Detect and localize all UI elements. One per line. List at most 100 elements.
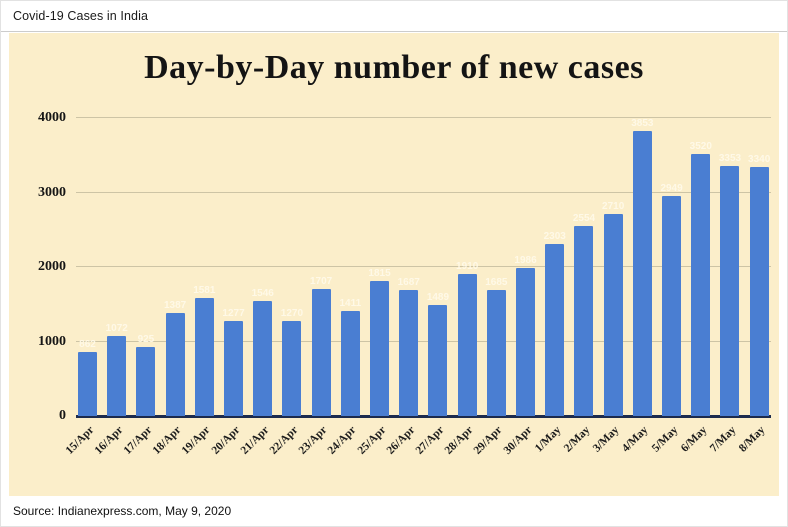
bar-value-label: 1687 — [397, 277, 420, 289]
plot-area: 0 1000 2000 3000 4000 862 15/Apr 1072 16/Apr 925 1… — [38, 110, 771, 457]
bar-cell: 1277 20/Apr — [209, 118, 245, 457]
bar — [720, 166, 740, 416]
chart-title: Day-by-Day number of new cases — [144, 49, 644, 86]
y-tick-label: 3000 — [38, 184, 66, 200]
x-tick-label: 1/May — [532, 424, 564, 455]
x-tick-label: 25/Apr — [355, 424, 389, 457]
bar-value-label: 1986 — [514, 255, 537, 267]
bar-value-label: 1270 — [280, 308, 304, 320]
x-tick-label: 18/Apr — [150, 424, 184, 457]
bar — [136, 347, 156, 416]
y-tick-label: 1000 — [38, 333, 66, 349]
x-tick-label: 17/Apr — [121, 424, 155, 457]
x-axis-baseline — [76, 415, 771, 418]
bar-cell: 3340 8/May — [737, 118, 771, 454]
bar-cell: 1387 18/Apr — [151, 118, 187, 457]
bar-value-label: 1910 — [456, 260, 479, 272]
bar-value-label: 2710 — [602, 201, 625, 213]
bar-cell: 2554 2/May — [562, 118, 596, 455]
bar — [107, 336, 127, 416]
x-tick-label: 21/Apr — [238, 424, 272, 457]
bar-value-label: 1546 — [251, 287, 274, 299]
bar-cell: 1986 30/Apr — [501, 118, 537, 457]
x-tick-label: 27/Apr — [413, 424, 447, 457]
x-tick-label: 28/Apr — [442, 424, 476, 457]
bar-cell: 2303 1/May — [533, 118, 566, 454]
page-footer: Source: Indianexpress.com, May 9, 2020 — [1, 496, 787, 526]
bar — [340, 310, 360, 416]
bar-cell: 3520 6/May — [679, 118, 712, 455]
bar-cell: 1072 16/Apr — [92, 118, 128, 457]
bar — [691, 153, 711, 416]
bar — [632, 131, 652, 416]
x-tick-label: 20/Apr — [209, 424, 243, 457]
bar-value-label: 925 — [137, 334, 155, 346]
y-tick-label: 4000 — [38, 110, 66, 125]
bar-value-label: 1581 — [193, 285, 216, 297]
chart-panel: Day-by-Day number of new cases 0 1000 2000… — [9, 33, 779, 497]
x-tick-label: 19/Apr — [179, 424, 213, 457]
bar — [457, 273, 477, 416]
bar-cell: 1546 21/Apr — [238, 118, 274, 457]
bar-value-label: 3853 — [631, 118, 654, 129]
bar-value-label: 3340 — [748, 154, 771, 166]
x-tick-label: 8/May — [737, 424, 768, 455]
bar-cell: 862 15/Apr — [63, 118, 99, 457]
bar-cell: 1411 24/Apr — [326, 118, 362, 457]
bar-value-label: 3353 — [718, 153, 742, 165]
bar-cell: 1687 26/Apr — [384, 118, 420, 457]
bar-cell: 2949 5/May — [649, 118, 683, 454]
x-tick-label: 4/May — [620, 424, 651, 455]
bar — [78, 351, 97, 416]
bar — [194, 298, 214, 416]
bar — [603, 214, 623, 416]
page-title: Covid-19 Cases in India — [13, 9, 149, 23]
bar — [428, 305, 448, 416]
bar — [749, 167, 769, 416]
bar-value-label: 1707 — [310, 275, 333, 287]
bar-value-label: 1815 — [368, 267, 391, 279]
bar — [545, 244, 565, 416]
x-tick-label: 29/Apr — [471, 424, 505, 457]
bar-value-label: 2554 — [572, 212, 596, 224]
bar — [399, 290, 419, 416]
bar — [370, 280, 390, 416]
x-tick-label: 30/Apr — [501, 424, 535, 457]
x-tick-label: 23/Apr — [296, 424, 330, 457]
bar-cell: 2710 3/May — [591, 118, 625, 455]
bar-value-label: 2303 — [543, 231, 566, 243]
bar-cell: 1707 23/Apr — [297, 118, 333, 457]
bar-cell: 925 17/Apr — [122, 118, 157, 457]
bar-value-label: 1489 — [426, 292, 450, 304]
x-tick-label: 3/May — [591, 424, 622, 455]
x-tick-label: 2/May — [561, 424, 593, 455]
bar-value-label: 1387 — [163, 299, 187, 311]
gridline — [76, 340, 771, 342]
bar — [311, 288, 331, 416]
bar-value-label: 2949 — [660, 183, 683, 195]
bar — [574, 225, 594, 416]
gridline — [76, 191, 771, 193]
bar-value-label: 1685 — [485, 277, 508, 289]
y-tick-label: 0 — [59, 408, 66, 423]
x-tick-label: 7/May — [707, 424, 739, 455]
bar-cell: 1910 28/Apr — [443, 118, 479, 457]
x-tick-label: 26/Apr — [384, 424, 418, 457]
bar-cell: 3353 7/May — [708, 118, 742, 454]
x-tick-label: 24/Apr — [325, 424, 359, 457]
bar — [282, 321, 302, 416]
y-tick-label: 2000 — [38, 259, 66, 274]
source-attribution: Source: Indianexpress.com, May 9, 2020 — [13, 504, 232, 518]
bar — [662, 196, 682, 416]
gridline — [76, 117, 771, 118]
x-tick-label: 5/May — [649, 424, 681, 455]
bar-value-label: 1072 — [105, 323, 128, 335]
bar-cell: 1685 29/Apr — [472, 118, 508, 456]
bar — [253, 300, 273, 416]
bar-cell: 1581 19/Apr — [180, 118, 216, 457]
bar — [516, 268, 536, 416]
bar-cell: 1815 25/Apr — [355, 118, 391, 457]
bar — [224, 320, 244, 416]
bar-value-label: 3520 — [689, 140, 712, 152]
